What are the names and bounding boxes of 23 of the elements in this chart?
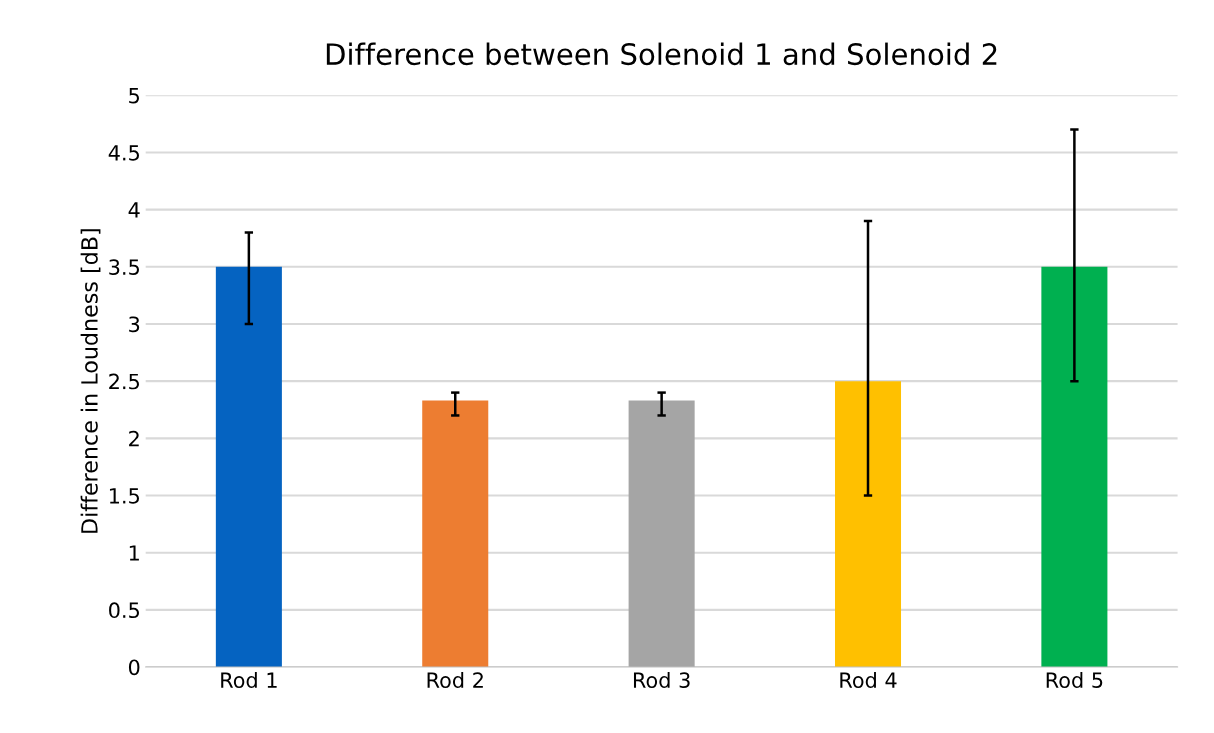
y-tick-label: 0: [128, 659, 140, 676]
y-tick-label: 3: [129, 316, 140, 333]
x-tick-label: Rod 2: [427, 671, 483, 689]
y-tick-label: 2.5: [109, 373, 139, 390]
y-tick-label: 5: [129, 88, 139, 104]
bar: [628, 400, 695, 668]
y-tick-label: 2: [129, 430, 139, 447]
x-tick-label: Rod 3: [633, 671, 690, 689]
bar: [215, 266, 282, 668]
bar: [834, 381, 902, 668]
y-tick-label: 0.5: [109, 602, 139, 619]
x-tick-label: Rod 1: [221, 671, 277, 689]
y-tick-label: 1: [129, 545, 139, 561]
y-tick-label: 4.5: [108, 145, 139, 161]
x-tick-label: Rod 4: [840, 671, 897, 689]
chart-title: Difference between Solenoid 1 and Solenoid 2: [326, 42, 997, 66]
x-tick-label: Rod 5: [1046, 671, 1103, 689]
y-axis-title: Difference in Loudness [dB]: [80, 229, 101, 533]
y-tick-label: 3.5: [109, 259, 139, 276]
y-tick-label: 1.5: [109, 488, 139, 504]
bar: [1041, 266, 1108, 668]
y-tick-label: 4: [128, 202, 140, 218]
bar: [422, 400, 489, 668]
